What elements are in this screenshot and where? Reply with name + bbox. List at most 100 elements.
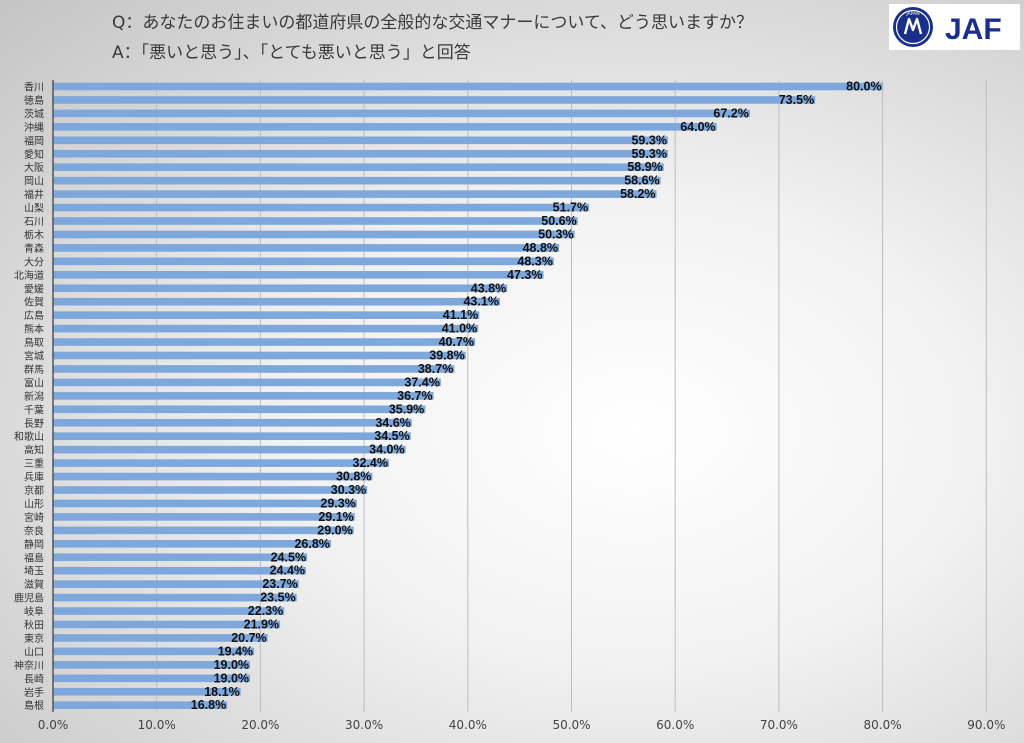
value-labels: 80.0%73.5%67.2%64.0%59.3%59.3%58.9%58.6%… bbox=[191, 80, 882, 713]
category-label: 静岡 bbox=[24, 538, 44, 551]
category-label: 岐阜 bbox=[24, 605, 44, 618]
category-label: 北海道 bbox=[14, 269, 44, 282]
bar bbox=[53, 149, 668, 158]
bar bbox=[53, 365, 455, 373]
bar bbox=[53, 634, 268, 642]
category-label: 岩手 bbox=[24, 686, 44, 699]
bar bbox=[53, 432, 411, 440]
x-axis-ticks: 0.0% 10.0% 20.0% 30.0% 40.0% 50.0% 60.0% 70.0% 8… bbox=[38, 718, 1006, 732]
category-label: 鹿児島 bbox=[14, 592, 44, 605]
category-label: 富山 bbox=[24, 376, 44, 389]
value-label: 51.7% bbox=[553, 201, 588, 215]
category-label: 三重 bbox=[24, 457, 44, 470]
category-label: 徳島 bbox=[24, 94, 44, 107]
category-label: 埼玉 bbox=[24, 565, 44, 578]
value-label: 32.4% bbox=[353, 456, 388, 470]
category-label: 茨城 bbox=[24, 107, 44, 120]
bar bbox=[53, 593, 297, 602]
bar bbox=[53, 472, 373, 481]
x-tick-label: 20.0% bbox=[241, 718, 279, 732]
bar bbox=[53, 311, 480, 319]
value-label: 30.8% bbox=[336, 470, 371, 484]
bar bbox=[53, 176, 661, 185]
category-label: 岡山 bbox=[24, 176, 44, 188]
value-label: 48.8% bbox=[523, 241, 558, 255]
value-label: 41.0% bbox=[442, 322, 477, 336]
category-label: 大分 bbox=[24, 255, 44, 268]
category-label: 和歌山 bbox=[14, 430, 44, 443]
value-label: 19.0% bbox=[214, 671, 249, 685]
value-label: 58.9% bbox=[627, 160, 662, 174]
category-label: 新潟 bbox=[24, 390, 44, 403]
x-tick-label: 40.0% bbox=[449, 718, 487, 732]
value-label: 19.4% bbox=[218, 644, 253, 658]
value-label: 30.3% bbox=[331, 483, 366, 497]
bar bbox=[53, 136, 668, 145]
value-label: 35.9% bbox=[389, 402, 424, 416]
x-tick-label: 30.0% bbox=[345, 718, 383, 732]
bar bbox=[53, 540, 331, 548]
category-label: 広島 bbox=[24, 309, 44, 322]
value-label: 37.4% bbox=[404, 375, 439, 389]
bar bbox=[53, 392, 434, 400]
category-label: 大阪 bbox=[24, 161, 44, 174]
bar bbox=[53, 445, 406, 454]
category-label: 奈良 bbox=[24, 524, 44, 537]
category-label: 秋田 bbox=[24, 619, 44, 632]
bar bbox=[53, 190, 657, 198]
bar bbox=[53, 459, 389, 467]
value-label: 38.7% bbox=[418, 362, 453, 376]
value-label: 43.8% bbox=[471, 281, 506, 295]
category-label: 島根 bbox=[24, 699, 44, 712]
value-label: 23.5% bbox=[260, 591, 295, 605]
category-label: 兵庫 bbox=[24, 471, 44, 484]
chart-answer: A：「悪いと思う」、「とても悪いと思う」と回答 bbox=[112, 43, 471, 63]
value-label: 34.0% bbox=[369, 443, 404, 457]
bar bbox=[53, 109, 750, 118]
value-label: 16.8% bbox=[191, 698, 226, 712]
value-label: 80.0% bbox=[846, 80, 881, 94]
logo-text: JAF bbox=[945, 13, 1002, 46]
value-label: 73.5% bbox=[779, 93, 814, 107]
value-label: 58.6% bbox=[624, 174, 659, 188]
bar bbox=[53, 647, 255, 656]
bar bbox=[53, 418, 412, 427]
bar bbox=[53, 297, 500, 306]
bar bbox=[53, 284, 508, 293]
value-label: 39.8% bbox=[429, 349, 464, 363]
category-label: 石川 bbox=[24, 217, 44, 228]
chart-question: Q：あなたのお住まいの都道府県の全般的な交通マナーについて、どう思いますか？ bbox=[112, 13, 754, 33]
category-label: 愛知 bbox=[24, 148, 44, 161]
bar bbox=[53, 620, 281, 629]
x-tick-label: 80.0% bbox=[864, 718, 902, 732]
value-label: 34.6% bbox=[375, 416, 410, 430]
bar bbox=[53, 701, 228, 709]
category-labels: 香川徳島茨城沖縄福岡愛知大阪岡山福井山梨石川栃木青森大分北海道愛媛佐賀広島熊本鳥… bbox=[14, 82, 44, 713]
x-tick-label: 0.0% bbox=[38, 718, 69, 732]
category-label: 愛媛 bbox=[24, 282, 44, 295]
category-label: 長野 bbox=[24, 418, 44, 430]
bar bbox=[53, 257, 554, 266]
bar bbox=[53, 203, 590, 212]
bar bbox=[53, 163, 664, 171]
bar bbox=[53, 674, 251, 683]
category-label: 山梨 bbox=[24, 202, 44, 215]
bar bbox=[53, 123, 717, 131]
bar bbox=[53, 324, 479, 333]
x-tick-label: 10.0% bbox=[138, 718, 176, 732]
category-label: 神奈川 bbox=[14, 659, 44, 672]
value-label: 34.5% bbox=[374, 429, 409, 443]
value-label: 36.7% bbox=[397, 389, 432, 403]
category-label: 京都 bbox=[24, 484, 44, 497]
bar bbox=[53, 230, 575, 239]
category-label: 青森 bbox=[24, 242, 44, 255]
value-label: 40.7% bbox=[439, 335, 474, 349]
bar bbox=[53, 486, 368, 494]
bar bbox=[53, 513, 355, 521]
bar bbox=[53, 96, 816, 104]
category-label: 福井 bbox=[24, 188, 44, 201]
value-label: 20.7% bbox=[231, 631, 266, 645]
bar bbox=[53, 566, 307, 575]
bar bbox=[53, 580, 299, 588]
